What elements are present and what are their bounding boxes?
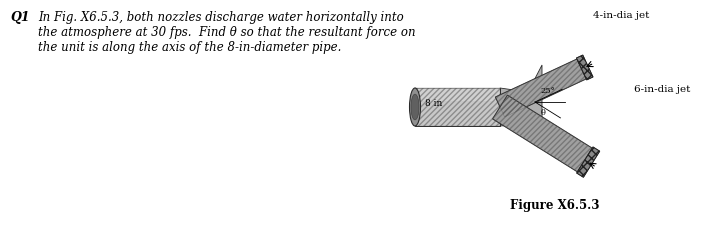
Text: the unit is along the axis of the 8-in-diameter pipe.: the unit is along the axis of the 8-in-d… xyxy=(38,41,341,54)
Text: 25°: 25° xyxy=(540,87,554,94)
Text: the atmosphere at 30 fps.  Find θ so that the resultant force on: the atmosphere at 30 fps. Find θ so that… xyxy=(38,26,415,39)
Text: 6-in-dia jet: 6-in-dia jet xyxy=(634,84,690,93)
Text: Figure X6.5.3: Figure X6.5.3 xyxy=(510,198,600,211)
Text: 4-in-dia jet: 4-in-dia jet xyxy=(593,11,649,20)
Polygon shape xyxy=(577,147,600,178)
Polygon shape xyxy=(415,89,500,126)
Polygon shape xyxy=(500,66,542,135)
Polygon shape xyxy=(492,96,593,172)
Polygon shape xyxy=(577,56,593,81)
Text: θ: θ xyxy=(541,108,546,117)
Ellipse shape xyxy=(410,89,420,126)
Text: In Fig. X6.5.3, both nozzles discharge water horizontally into: In Fig. X6.5.3, both nozzles discharge w… xyxy=(38,11,404,24)
Text: 8 in: 8 in xyxy=(425,99,442,108)
Polygon shape xyxy=(495,60,586,117)
Text: Q1: Q1 xyxy=(10,11,30,24)
Ellipse shape xyxy=(411,95,419,120)
Polygon shape xyxy=(415,89,500,102)
